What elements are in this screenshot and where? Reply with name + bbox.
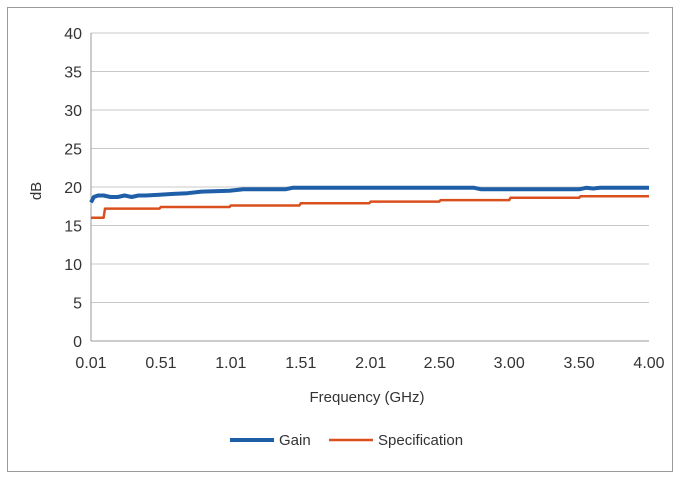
- chart-frame: 0 5 10 15 20 25 30 35 40 0.01 0.51 1.01 1.51 2.01 2.50…: [7, 7, 673, 472]
- legend-label-gain: Gain: [279, 432, 311, 449]
- legend: Gain Specification: [230, 432, 463, 449]
- y-tick-label: 0: [73, 334, 82, 351]
- y-tick-label: 40: [64, 26, 82, 43]
- y-tick-label: 15: [64, 219, 82, 236]
- x-tick-label: 1.01: [215, 355, 246, 372]
- y-tick-label: 20: [64, 180, 82, 197]
- y-tick-label: 25: [64, 142, 82, 159]
- line-chart: 0 5 10 15 20 25 30 35 40 0.01 0.51 1.01 1.51 2.01 2.50…: [28, 26, 665, 449]
- series-line-gain: [89, 185, 649, 204]
- x-tick-label: 1.51: [285, 355, 316, 372]
- series-line-specification: [91, 194, 649, 220]
- x-axis-title: Frequency (GHz): [309, 389, 424, 406]
- x-tick-label: 0.01: [75, 355, 106, 372]
- x-tick-label: 4.00: [633, 355, 664, 372]
- x-tick-label: 2.01: [355, 355, 386, 372]
- x-tick-label: 2.50: [424, 355, 455, 372]
- y-tick-label: 30: [64, 103, 82, 120]
- y-tick-label: 10: [64, 257, 82, 274]
- x-tick-label: 0.51: [145, 355, 176, 372]
- x-tick-label: 3.00: [494, 355, 525, 372]
- y-tick-label: 35: [64, 65, 82, 82]
- series: [89, 185, 649, 220]
- y-axis-title: dB: [28, 182, 45, 200]
- axes: 0 5 10 15 20 25 30 35 40 0.01 0.51 1.01 1.51 2.01 2.50…: [64, 26, 664, 372]
- legend-label-specification: Specification: [378, 432, 463, 449]
- x-tick-label: 3.50: [564, 355, 595, 372]
- y-tick-label: 5: [73, 296, 82, 313]
